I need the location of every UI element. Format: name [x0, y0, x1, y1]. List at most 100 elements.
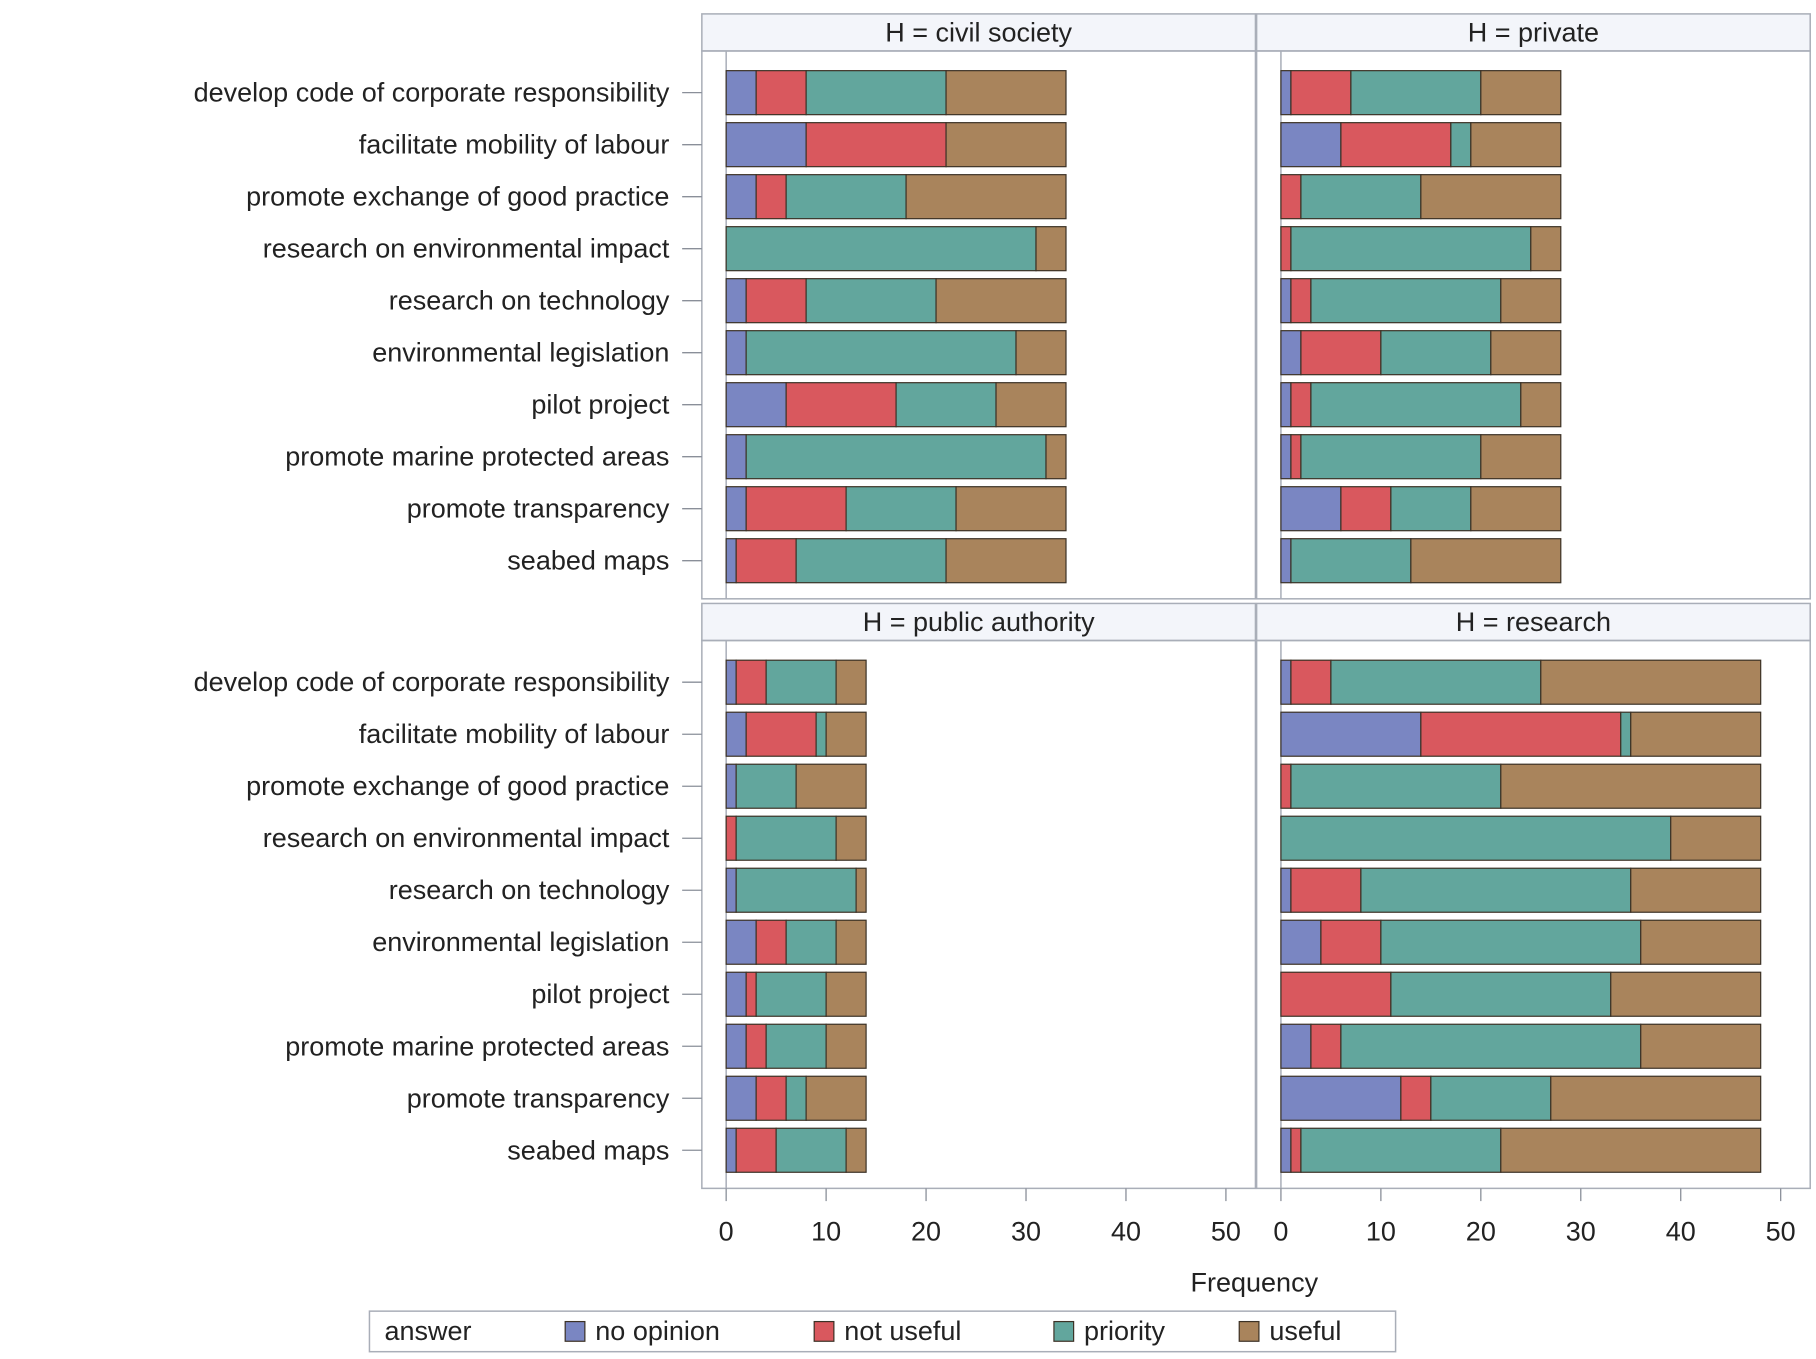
bar-useful-1-6	[1520, 382, 1562, 428]
bar-priority-2-4	[735, 867, 857, 913]
bar-no-opinion-0-6	[725, 382, 787, 428]
bar-priority-0-7	[745, 434, 1047, 480]
legend-label: priority	[1084, 1316, 1166, 1346]
y-tick-label: research on technology	[389, 875, 670, 905]
bar-priority-0-2	[785, 174, 907, 220]
bar-no-opinion-2-1	[725, 711, 747, 757]
bar-priority-3-5	[1380, 919, 1642, 965]
bar-no-opinion-0-4	[725, 278, 747, 324]
bar-priority-3-3	[1280, 815, 1672, 861]
bar-priority-0-0	[805, 70, 947, 116]
legend-swatch-no-opinion	[564, 1320, 586, 1342]
bar-not-useful-0-0	[755, 70, 807, 116]
bar-priority-1-8	[1390, 486, 1472, 532]
bar-useful-0-0	[945, 70, 1067, 116]
bar-useful-0-1	[945, 122, 1067, 168]
panel-title-0: H = civil society	[885, 17, 1072, 47]
bar-useful-2-3	[835, 815, 867, 861]
bar-useful-0-8	[955, 486, 1067, 532]
bar-priority-0-4	[805, 278, 937, 324]
bar-not-useful-3-6	[1280, 971, 1392, 1017]
bar-no-opinion-2-6	[725, 971, 747, 1017]
bar-useful-3-6	[1610, 971, 1762, 1017]
bar-priority-1-2	[1300, 174, 1422, 220]
bar-priority-0-3	[725, 226, 1037, 272]
bar-not-useful-2-5	[755, 919, 787, 965]
bar-no-opinion-3-7	[1280, 1023, 1312, 1069]
bar-no-opinion-0-2	[725, 174, 757, 220]
bar-not-useful-2-8	[755, 1075, 787, 1121]
panel-header-1	[1255, 13, 1811, 52]
y-tick-label: promote exchange of good practice	[246, 771, 669, 801]
bar-useful-1-9	[1410, 538, 1562, 584]
bar-not-useful-3-0	[1290, 659, 1332, 705]
bar-useful-3-7	[1640, 1023, 1762, 1069]
bar-not-useful-1-6	[1290, 382, 1312, 428]
y-tick-label: facilitate mobility of labour	[359, 130, 670, 160]
bar-useful-2-0	[835, 659, 867, 705]
y-tick-label: seabed maps	[507, 1135, 669, 1165]
y-tick-label: promote exchange of good practice	[246, 182, 669, 212]
y-tick-label: research on environmental impact	[263, 234, 670, 264]
x-tick-label: 40	[1666, 1216, 1696, 1246]
x-tick-label: 30	[1566, 1216, 1596, 1246]
bar-useful-1-1	[1470, 122, 1562, 168]
bar-priority-1-5	[1380, 330, 1492, 376]
bar-priority-2-8	[785, 1075, 807, 1121]
y-tick-label: promote marine protected areas	[285, 442, 669, 472]
x-tick-label: 50	[1211, 1216, 1241, 1246]
bar-no-opinion-3-0	[1280, 659, 1292, 705]
bar-priority-0-6	[895, 382, 997, 428]
bar-useful-3-1	[1630, 711, 1762, 757]
bar-priority-2-0	[765, 659, 837, 705]
bar-no-opinion-3-5	[1280, 919, 1322, 965]
y-tick-label: environmental legislation	[372, 338, 669, 368]
bar-useful-3-4	[1630, 867, 1762, 913]
bar-no-opinion-1-6	[1280, 382, 1292, 428]
x-tick-label: 20	[911, 1216, 941, 1246]
bar-not-useful-2-1	[745, 711, 817, 757]
y-tick-label: research on environmental impact	[263, 823, 670, 853]
bar-no-opinion-1-4	[1280, 278, 1292, 324]
x-tick-label: 10	[811, 1216, 841, 1246]
bar-useful-0-6	[995, 382, 1067, 428]
bar-not-useful-2-9	[735, 1127, 777, 1173]
bar-no-opinion-2-0	[725, 659, 737, 705]
bar-not-useful-3-9	[1290, 1127, 1302, 1173]
bar-useful-2-8	[805, 1075, 867, 1121]
bar-priority-3-2	[1290, 763, 1502, 809]
bar-priority-0-8	[845, 486, 957, 532]
bar-priority-3-6	[1390, 971, 1612, 1017]
bar-useful-0-7	[1045, 434, 1067, 480]
bar-no-opinion-0-8	[725, 486, 747, 532]
y-tick-label: environmental legislation	[372, 927, 669, 957]
bar-useful-1-2	[1420, 174, 1562, 220]
bar-not-useful-0-2	[755, 174, 787, 220]
bar-not-useful-0-6	[785, 382, 897, 428]
bar-useful-3-5	[1640, 919, 1762, 965]
bar-priority-3-8	[1430, 1075, 1552, 1121]
bar-priority-3-4	[1360, 867, 1632, 913]
bar-no-opinion-2-4	[725, 867, 737, 913]
bar-not-useful-3-8	[1400, 1075, 1432, 1121]
bar-not-useful-1-1	[1340, 122, 1452, 168]
x-tick-label: 20	[1466, 1216, 1496, 1246]
bar-no-opinion-0-5	[725, 330, 747, 376]
bar-priority-1-4	[1310, 278, 1502, 324]
y-tick-label: seabed maps	[507, 546, 669, 576]
legend-swatch-priority	[1053, 1320, 1075, 1342]
panel-title-3: H = research	[1456, 607, 1611, 637]
legend-box	[368, 1310, 1397, 1353]
bar-useful-2-6	[825, 971, 867, 1017]
x-axis-title: Frequency	[1191, 1267, 1319, 1297]
bar-not-useful-2-6	[745, 971, 757, 1017]
legend-label: not useful	[844, 1316, 961, 1346]
bar-not-useful-1-2	[1280, 174, 1302, 220]
bar-useful-1-0	[1480, 70, 1562, 116]
y-tick-label: research on technology	[389, 286, 670, 316]
bar-priority-1-7	[1300, 434, 1482, 480]
x-tick-label: 10	[1366, 1216, 1396, 1246]
bar-not-useful-3-5	[1320, 919, 1382, 965]
panel-frame-2	[701, 639, 1257, 1190]
